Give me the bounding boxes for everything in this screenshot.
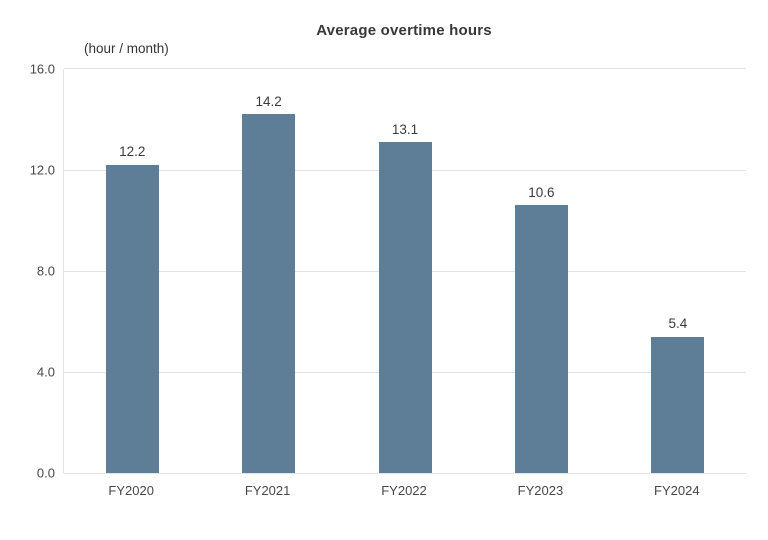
bars-row: 12.2 14.2 13.1 10.6 5.4: [64, 69, 746, 473]
x-axis-label-fy2023: FY2023: [517, 483, 564, 498]
x-axis-labels: FY2020 FY2021 FY2022 FY2023 FY2024: [63, 483, 745, 498]
y-tick-label-16.0: 16.0: [29, 61, 55, 77]
x-axis-label-fy2024: FY2024: [654, 483, 700, 498]
y-axis-unit-label: (hour / month): [84, 41, 169, 56]
y-tick-label-0.0: 0.0: [36, 465, 55, 481]
bar-value-label: 5.4: [668, 316, 688, 332]
bar-fy2024: [651, 336, 705, 473]
x-axis-label-fy2022: FY2022: [381, 483, 427, 498]
y-axis: 0.0 4.0 8.0 12.0 16.0: [0, 62, 55, 481]
bar-fy2023: [514, 205, 568, 473]
gridline-16.0: [64, 68, 746, 69]
bar-value-label: 10.6: [528, 184, 555, 200]
bar-fy2022: [378, 142, 432, 473]
bar-value-label: 14.2: [255, 93, 282, 109]
plot-area: 12.2 14.2 13.1 10.6 5.4: [63, 68, 746, 474]
bar-value-label: 12.2: [119, 144, 146, 160]
bar-slot-fy2021: 14.2: [200, 69, 336, 473]
bar-fy2021: [242, 114, 296, 473]
bar-fy2020: [105, 164, 159, 473]
chart-title: Average overtime hours: [316, 22, 492, 39]
bar-slot-fy2022: 13.1: [337, 69, 473, 473]
bar-value-label: 13.1: [391, 121, 419, 137]
y-tick-label-4.0: 4.0: [36, 364, 55, 380]
y-tick-label-8.0: 8.0: [36, 263, 55, 279]
y-tick-label-12.0: 12.0: [29, 162, 55, 178]
bar-slot-fy2024: 5.4: [610, 69, 746, 473]
bar-slot-fy2020: 12.2: [64, 69, 200, 473]
bar-slot-fy2023: 10.6: [473, 69, 609, 473]
x-axis-label-fy2020: FY2020: [108, 483, 154, 498]
x-axis-label-fy2021: FY2021: [244, 483, 291, 498]
gridline-0.0: [64, 473, 746, 474]
